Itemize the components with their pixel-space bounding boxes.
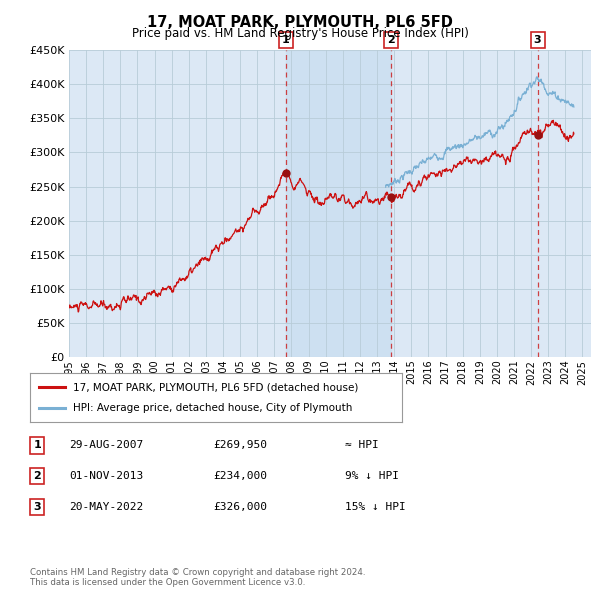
Text: 2: 2	[34, 471, 41, 481]
Text: 20-MAY-2022: 20-MAY-2022	[69, 502, 143, 512]
Text: Price paid vs. HM Land Registry's House Price Index (HPI): Price paid vs. HM Land Registry's House …	[131, 27, 469, 40]
Text: 2: 2	[388, 35, 395, 45]
Bar	[286, 50, 391, 357]
Text: 1: 1	[34, 441, 41, 450]
Text: £269,950: £269,950	[213, 441, 267, 450]
Text: 17, MOAT PARK, PLYMOUTH, PL6 5FD: 17, MOAT PARK, PLYMOUTH, PL6 5FD	[147, 15, 453, 30]
Text: 3: 3	[34, 502, 41, 512]
Text: Contains HM Land Registry data © Crown copyright and database right 2024.
This d: Contains HM Land Registry data © Crown c…	[30, 568, 365, 587]
Text: 3: 3	[534, 35, 541, 45]
Text: 29-AUG-2007: 29-AUG-2007	[69, 441, 143, 450]
Text: 01-NOV-2013: 01-NOV-2013	[69, 471, 143, 481]
Text: 1: 1	[282, 35, 290, 45]
Text: 15% ↓ HPI: 15% ↓ HPI	[345, 502, 406, 512]
Text: HPI: Average price, detached house, City of Plymouth: HPI: Average price, detached house, City…	[73, 404, 352, 414]
Text: £234,000: £234,000	[213, 471, 267, 481]
Text: 17, MOAT PARK, PLYMOUTH, PL6 5FD (detached house): 17, MOAT PARK, PLYMOUTH, PL6 5FD (detach…	[73, 382, 358, 392]
Text: £326,000: £326,000	[213, 502, 267, 512]
Text: 9% ↓ HPI: 9% ↓ HPI	[345, 471, 399, 481]
Text: ≈ HPI: ≈ HPI	[345, 441, 379, 450]
